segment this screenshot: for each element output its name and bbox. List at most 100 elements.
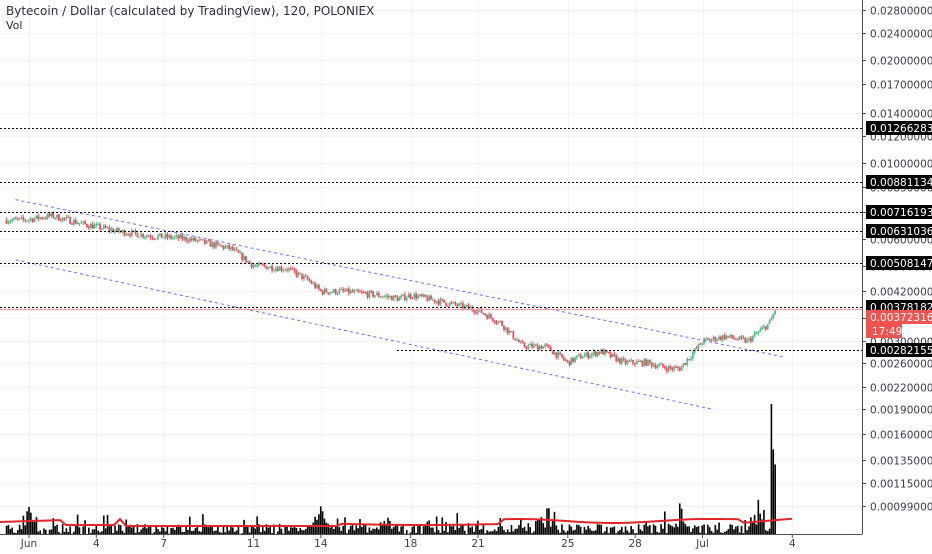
candle-body: [249, 261, 251, 263]
candle-body: [739, 336, 741, 339]
candle-body: [582, 357, 584, 358]
volume-bar: [393, 527, 395, 534]
volume-bar: [385, 525, 387, 534]
candle-body: [621, 359, 623, 364]
candle-body: [696, 348, 698, 349]
candle-body: [754, 333, 756, 336]
candle-body: [737, 340, 739, 341]
volume-bar: [133, 526, 135, 534]
candle-body: [724, 335, 726, 339]
candle-body: [683, 363, 685, 366]
volume-bar: [483, 524, 485, 534]
candle-body: [21, 217, 23, 218]
candle-body: [144, 237, 146, 238]
candle-body: [615, 355, 617, 361]
candle-body: [125, 234, 127, 235]
candle-body: [604, 350, 606, 354]
volume-bar: [589, 528, 591, 534]
candle-body: [318, 285, 320, 289]
volume-bar: [140, 530, 142, 534]
candle-body: [374, 295, 376, 296]
candle-body: [548, 345, 550, 346]
candle-body: [490, 314, 492, 317]
candle-body: [103, 226, 105, 229]
candle-body: [445, 303, 447, 306]
current-price-label: 0.00372316: [870, 312, 932, 324]
candle-body: [516, 340, 518, 341]
candle-body: [686, 359, 688, 364]
candle-body: [11, 220, 13, 221]
volume-bar: [305, 529, 307, 534]
candle-body: [279, 267, 281, 271]
volume-bar: [183, 532, 185, 534]
volume-bar: [675, 524, 677, 534]
candle-body: [645, 359, 647, 365]
candle-body: [9, 221, 11, 222]
candle-body: [636, 361, 638, 364]
candle-body: [720, 337, 722, 340]
candle-body: [28, 220, 30, 221]
candle-body: [152, 238, 154, 239]
candle-body: [19, 218, 21, 219]
candle-body: [51, 213, 53, 216]
candle-body: [443, 300, 445, 303]
candle-body: [79, 223, 81, 224]
candle-body: [772, 314, 774, 318]
volume-bar: [731, 525, 733, 534]
volume-bar: [498, 527, 500, 534]
volume-bar: [612, 527, 614, 534]
volume-bar: [195, 528, 197, 534]
level-label: 0.00631036: [870, 226, 932, 238]
volume-bar: [464, 531, 466, 534]
volume-bar: [15, 533, 17, 534]
volume-bar: [623, 532, 625, 534]
candle-body: [434, 300, 436, 303]
candle-body: [389, 296, 391, 297]
candles: [6, 211, 776, 373]
price-tick-label: 0.00099000: [870, 502, 932, 514]
volume-bar: [148, 527, 150, 534]
volume-bar: [221, 533, 223, 534]
candle-body: [396, 297, 398, 301]
candle-body: [722, 335, 724, 340]
volume-bar: [662, 529, 664, 534]
volume-bar: [698, 526, 700, 534]
volume-bar: [649, 525, 651, 534]
volume-bar: [529, 527, 531, 534]
candle-body: [555, 352, 557, 357]
candle-body: [176, 235, 178, 236]
candle-body: [161, 233, 163, 238]
volume-bar: [511, 525, 513, 534]
candle-body: [576, 356, 578, 358]
volume-bar: [114, 526, 116, 534]
candle-body: [13, 218, 15, 220]
candle-body: [718, 337, 720, 340]
volume-bar: [509, 532, 511, 534]
candle-body: [518, 340, 520, 342]
candle-body: [254, 266, 256, 267]
volume-bar: [743, 533, 745, 534]
candle-body: [262, 264, 264, 265]
candle-body: [204, 240, 206, 244]
volume-bar: [260, 532, 262, 534]
volume-bar: [253, 527, 255, 534]
candle-body: [527, 345, 529, 348]
volume-bar: [739, 532, 741, 534]
candle-body: [174, 237, 176, 238]
volume-bar: [630, 526, 632, 534]
candle-body: [357, 290, 359, 292]
volume-bar: [653, 524, 655, 534]
candle-body: [701, 343, 703, 344]
candle-body: [312, 283, 314, 284]
volume-bar: [535, 521, 537, 534]
candle-body: [761, 327, 763, 329]
candle-body: [630, 360, 632, 361]
candle-body: [406, 298, 408, 300]
candle-body: [763, 326, 765, 327]
volume-bar: [434, 532, 436, 534]
candle-body: [17, 219, 19, 220]
candle-body: [557, 353, 559, 358]
volume-bar: [563, 530, 565, 534]
